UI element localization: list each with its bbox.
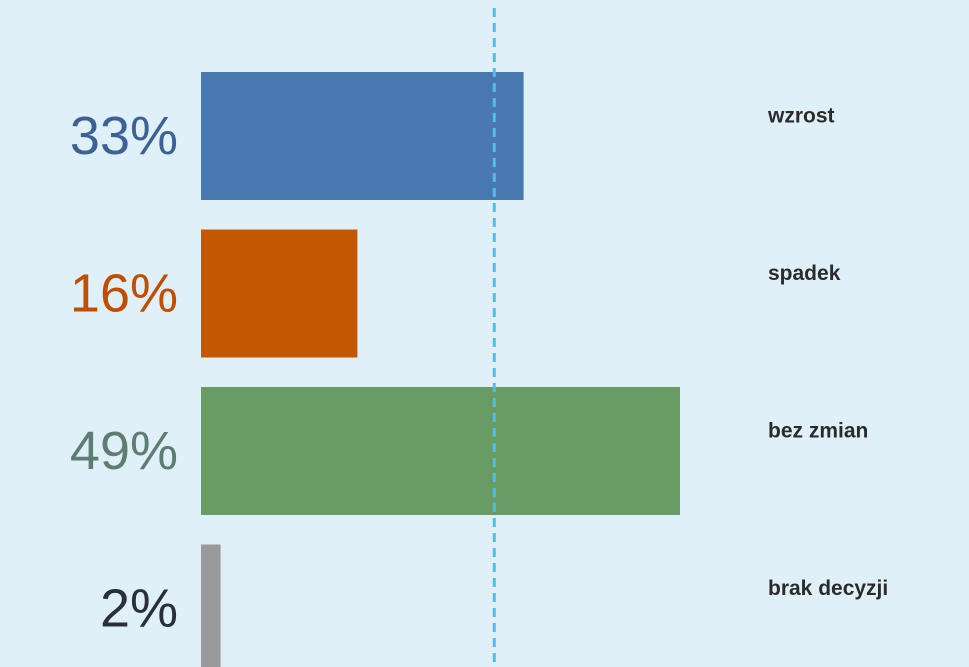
category-label: bez zmian [768,420,868,443]
category-label: wzrost [767,105,835,128]
bar-spadek [201,229,358,358]
bar-brak-decyzji [201,544,221,667]
value-label: 2% [100,579,178,639]
value-label: 16% [70,264,178,324]
value-label: 33% [70,106,178,166]
category-label: spadek [768,262,841,285]
bar-wzrost [201,72,524,200]
category-label: brak decyzji [768,577,888,600]
bar-bez-zmian [201,387,680,515]
value-label: 49% [70,421,178,481]
labels-layer: 33% wzrost 16% spadek 49% bez zmian 2% brak dec… [70,105,888,639]
bars-layer [201,72,680,667]
